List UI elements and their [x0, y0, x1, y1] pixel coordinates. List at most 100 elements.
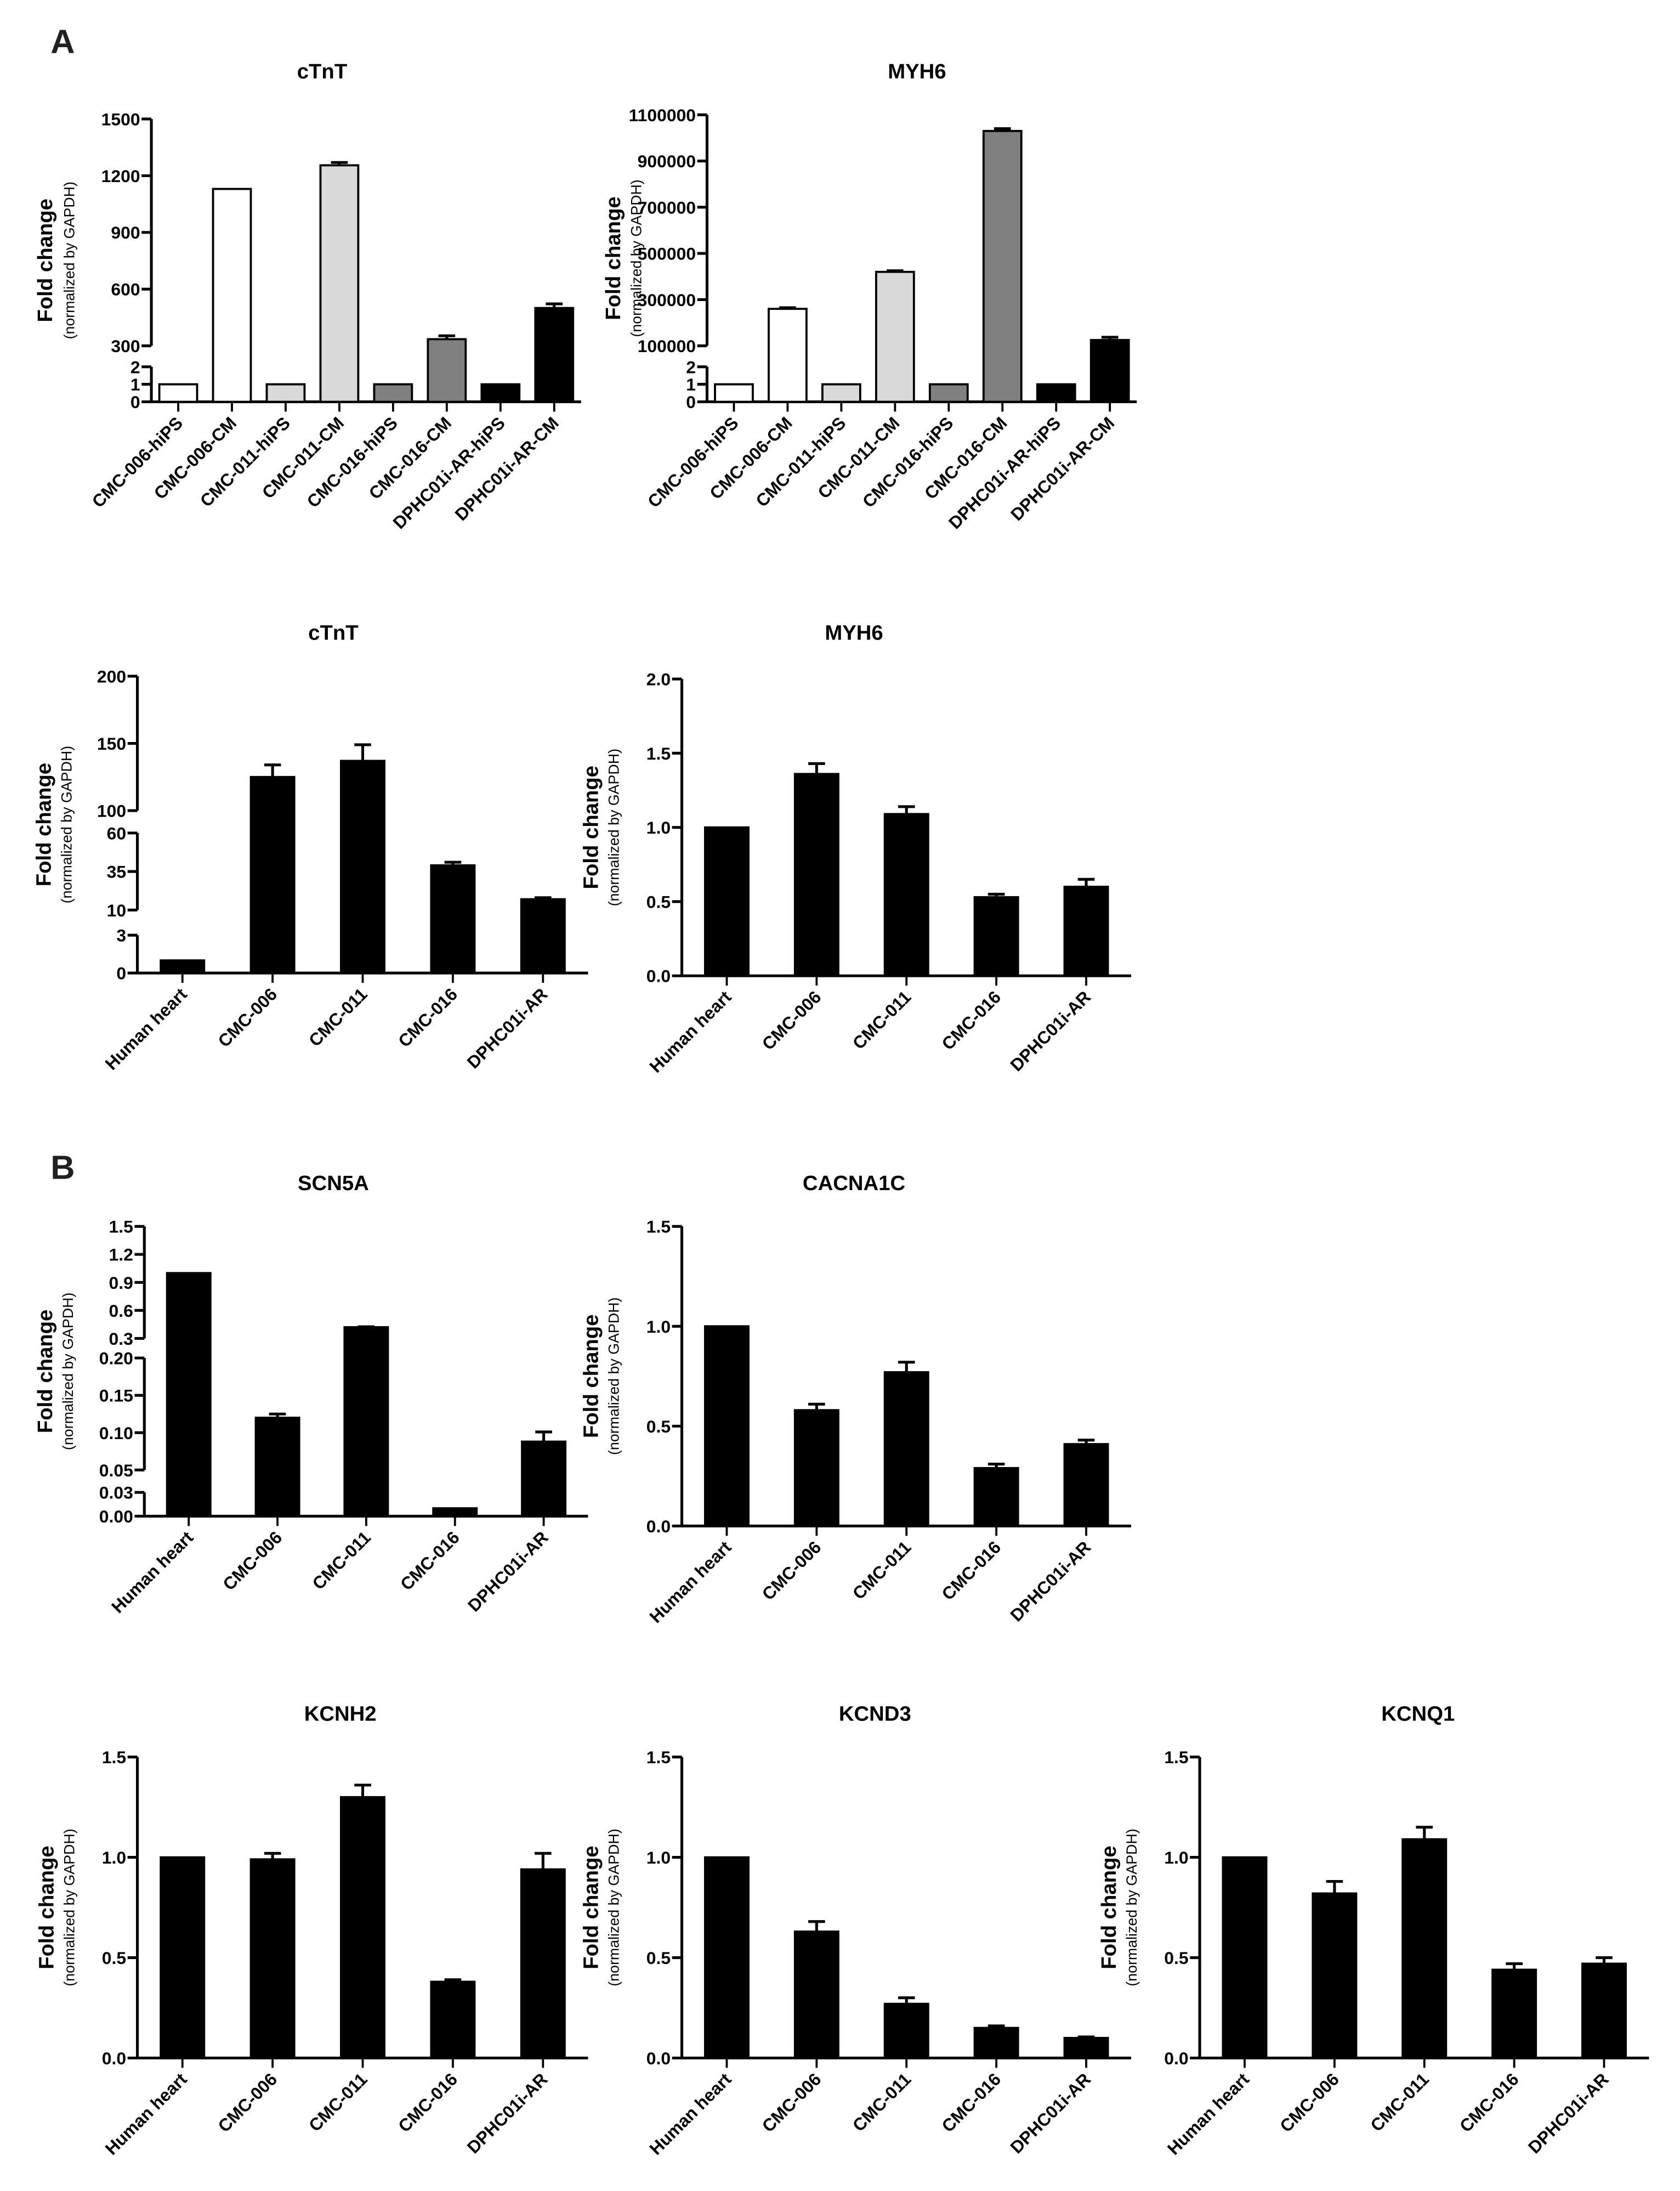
y-tick-label: 200 — [97, 666, 126, 686]
y-tick-label: 1.0 — [102, 1848, 126, 1867]
x-tick-label: Human heart — [101, 984, 191, 1074]
y-axis-title: Fold change — [35, 1845, 58, 1969]
x-tick-label: CMC-016 — [938, 1537, 1004, 1604]
x-tick-label: DPHC01i-AR — [1006, 2069, 1094, 2158]
y-tick-label: 1 — [686, 375, 696, 394]
y-axis-subtitle: (normalized by GAPDH) — [59, 746, 75, 903]
y-tick-label: 1.5 — [646, 1217, 671, 1237]
y-tick-label: 0.5 — [646, 892, 671, 911]
y-tick-label: 300000 — [638, 290, 696, 310]
bar — [1063, 885, 1109, 977]
y-tick-label: 0 — [130, 392, 140, 412]
chart-title: KCND3 — [839, 1702, 911, 1725]
x-tick-label: Human heart — [107, 1527, 197, 1617]
y-tick-label: 0.3 — [109, 1329, 133, 1349]
bar — [1063, 2036, 1109, 2059]
bar — [265, 383, 306, 403]
bar — [875, 270, 915, 403]
y-axis-subtitle: (normalized by GAPDH) — [60, 1293, 76, 1450]
bar — [343, 1326, 389, 1518]
y-axis-title: Fold change — [579, 1845, 603, 1969]
y-axis-subtitle: (normalized by GAPDH) — [61, 1828, 78, 1986]
x-tick-label: DPHC01i-AR — [1524, 2069, 1613, 2158]
bar — [480, 383, 521, 403]
bar — [883, 813, 929, 977]
chart-title: KCNQ1 — [1381, 1702, 1455, 1725]
bar — [340, 1796, 386, 2059]
y-axis-title: Fold change — [32, 763, 55, 886]
y-tick-label: 0.0 — [1164, 2048, 1188, 2068]
bar — [1491, 1968, 1537, 2059]
bar — [928, 383, 969, 403]
bar — [427, 338, 467, 403]
bar — [793, 773, 839, 977]
y-tick-label: 0.5 — [646, 1417, 671, 1436]
bar — [793, 1930, 839, 2059]
y-tick-label: 1.0 — [1164, 1848, 1188, 1867]
bar — [973, 2026, 1019, 2059]
bar — [520, 1868, 566, 2059]
chart-title: cTnT — [308, 621, 358, 645]
y-tick-label: 0.6 — [109, 1301, 133, 1321]
y-tick-label: 10 — [107, 901, 126, 920]
x-tick-label: CMC-011 — [305, 984, 371, 1050]
y-tick-label: 700000 — [638, 197, 696, 217]
bar — [166, 1272, 212, 1518]
panel-label-b: B — [50, 1148, 75, 1186]
bar — [714, 383, 754, 403]
y-tick-label: 100 — [97, 801, 126, 821]
bar — [704, 1325, 750, 1527]
x-tick-label: Human heart — [1163, 2069, 1253, 2159]
y-tick-label: 2.0 — [646, 670, 671, 689]
chart-title: MYH6 — [825, 621, 883, 645]
bar — [1401, 1838, 1448, 2059]
x-tick-label: CMC-016 — [1456, 2069, 1523, 2136]
x-tick-label: CMC-016 — [394, 2069, 461, 2136]
y-tick-label: 900000 — [638, 151, 696, 171]
x-tick-label: CMC-016 — [938, 987, 1004, 1054]
x-tick-label: CMC-011 — [849, 1537, 915, 1604]
y-tick-label: 0.9 — [109, 1273, 133, 1293]
x-tick-label: CMC-006-hiPS — [644, 413, 742, 512]
x-tick-label: DPHC01i-AR-CM — [1007, 413, 1118, 524]
x-tick-label: CMC-016 — [938, 2069, 1004, 2136]
x-tick-label: Human heart — [645, 2069, 735, 2159]
y-axis-subtitle: (normalized by GAPDH) — [628, 179, 645, 337]
y-tick-label: 0.5 — [1164, 1948, 1188, 1968]
x-tick-label: Human heart — [101, 2069, 191, 2159]
y-tick-label: 2 — [686, 357, 696, 377]
y-tick-label: 0.10 — [99, 1423, 133, 1443]
bar — [254, 1417, 300, 1518]
chart-title: SCN5A — [298, 1171, 369, 1195]
bar — [249, 775, 296, 975]
y-tick-label: 1.2 — [109, 1245, 133, 1265]
y-axis-title: Fold change — [579, 766, 603, 889]
x-tick-label: CMC-006 — [758, 1537, 825, 1604]
x-tick-label: CMC-006 — [758, 987, 825, 1054]
x-tick-label: CMC-016 — [396, 1527, 463, 1594]
bar — [249, 1858, 296, 2059]
bar — [1312, 1892, 1358, 2059]
y-tick-label: 1200 — [101, 166, 140, 186]
bar — [212, 188, 252, 403]
x-tick-label: CMC-006 — [219, 1527, 286, 1594]
y-tick-label: 1.0 — [646, 1317, 671, 1337]
x-tick-label: DPHC01i-AR — [1006, 1537, 1094, 1626]
bar — [768, 308, 808, 403]
bar — [158, 383, 198, 403]
x-tick-label: CMC-006 — [214, 2069, 281, 2136]
bar — [883, 1371, 929, 1527]
y-tick-label: 60 — [107, 823, 126, 843]
x-tick-label: CMC-016-hiPS — [859, 413, 957, 512]
chart-a2-myh6: MYH6 0.0 0.5 1.0 1.5 2.0 Fold change (normalize… — [579, 621, 1131, 1077]
bar — [160, 1856, 206, 2059]
y-tick-label: 3 — [116, 926, 126, 946]
y-axis-title: Fold change — [33, 1310, 57, 1433]
y-tick-label: 100000 — [638, 336, 696, 356]
x-tick-label: CMC-006 — [758, 2069, 825, 2136]
y-tick-label: 0.03 — [99, 1483, 133, 1503]
y-tick-label: 0.0 — [646, 966, 671, 986]
